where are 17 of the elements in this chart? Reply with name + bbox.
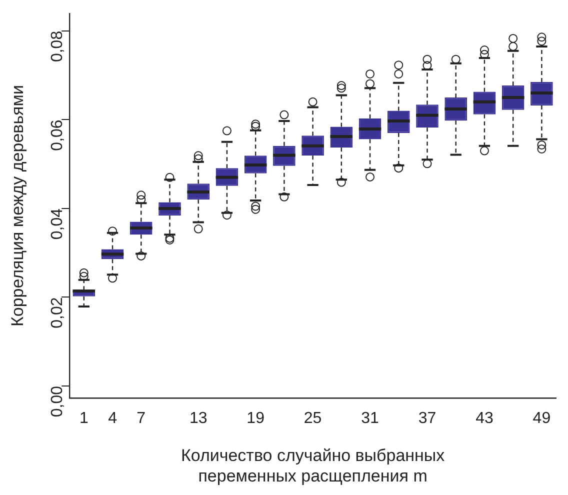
x-tick-label: 13 [189,410,208,428]
y-axis-title: Корреляция между деревьями [8,85,27,327]
x-tick-label: 1 [79,410,88,428]
x-tick-label: 4 [108,410,118,428]
y-tick-label: 0,04 [49,208,66,240]
x-tick-label: 37 [418,410,436,428]
x-tick-label: 25 [304,410,322,428]
x-tick-label: 31 [361,410,380,428]
x-tick-label: 7 [136,410,146,428]
x-tick-label: 43 [476,410,494,428]
x-tick-label: 19 [246,410,265,428]
x-tick-label: 49 [532,410,551,428]
y-tick-label: 0,08 [49,30,66,62]
y-tick-label: 0,00 [49,386,66,418]
y-tick-label: 0,06 [49,120,66,151]
x-axis-title: Количество случайно выбранных переменных расщепления m [180,446,446,486]
y-tick-label: 0,02 [49,297,66,328]
